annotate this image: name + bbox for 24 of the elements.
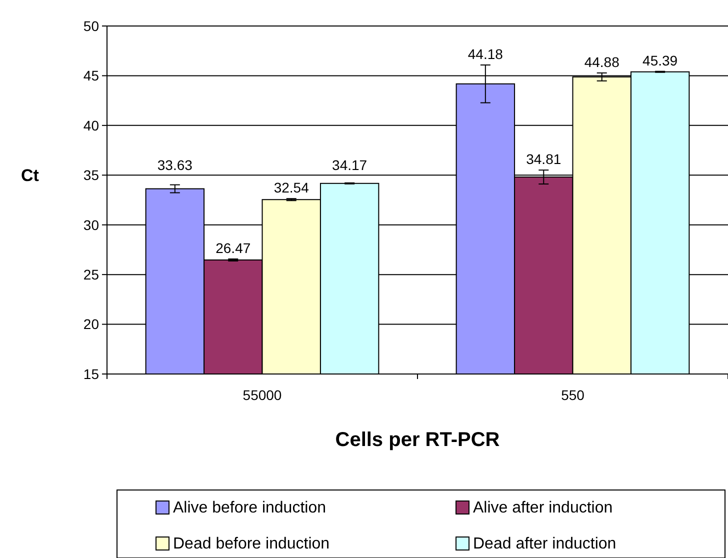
- data-label: 26.47: [216, 240, 251, 256]
- data-label: 34.17: [332, 157, 368, 174]
- legend-label: Dead before induction: [173, 536, 330, 553]
- legend-label: Alive after induction: [473, 500, 613, 517]
- data-label: 45.39: [642, 52, 678, 68]
- y-tick-label: 40: [83, 117, 100, 134]
- data-label: 44.88: [584, 54, 620, 70]
- x-tick-label: 550: [561, 387, 585, 403]
- data-label: 44.18: [468, 46, 504, 62]
- data-label: 33.63: [157, 157, 193, 174]
- y-axis-title: Ct: [21, 166, 40, 186]
- legend-label: Dead after induction: [473, 536, 616, 553]
- y-tick-label: 30: [83, 216, 100, 233]
- y-tick-label: 50: [83, 18, 100, 34]
- y-tick-label: 15: [83, 366, 100, 382]
- data-label: 34.81: [526, 151, 562, 168]
- y-tick-label: 25: [83, 266, 100, 282]
- x-tick-label: 55000: [242, 387, 282, 403]
- y-tick-label: 45: [83, 68, 100, 84]
- data-label: 32.54: [274, 180, 310, 196]
- legend-label: Alive before induction: [173, 500, 326, 517]
- x-axis-title: Cells per RT-PCR: [335, 429, 500, 451]
- y-tick-label: 20: [83, 316, 100, 332]
- y-tick-label: 35: [83, 167, 100, 184]
